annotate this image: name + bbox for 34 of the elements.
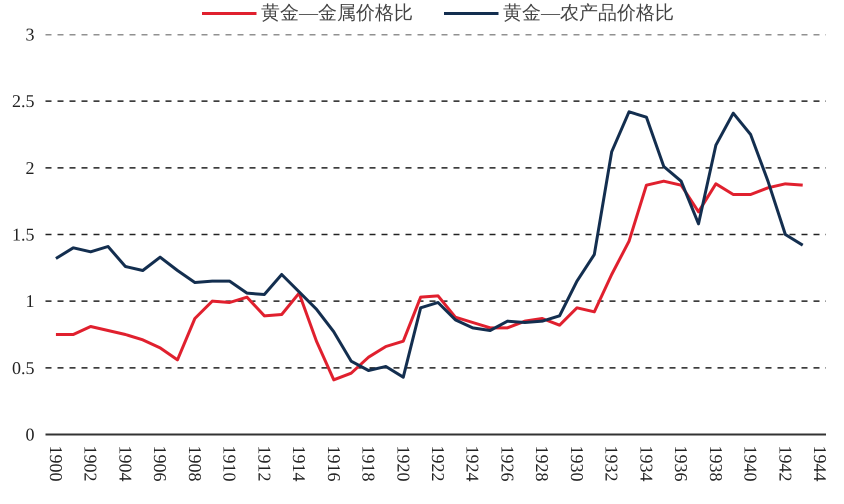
y-tick-label: 1.5 <box>12 224 34 244</box>
x-tick-label: 1910 <box>220 446 240 482</box>
x-tick-label: 1942 <box>775 446 796 482</box>
line-series <box>54 180 804 382</box>
x-tick-label: 1920 <box>393 446 414 482</box>
x-tick-label: 1900 <box>46 446 66 482</box>
x-tick-label: 1906 <box>150 446 170 482</box>
x-tick-label: 1914 <box>289 446 310 482</box>
x-tick-label: 1938 <box>706 446 726 482</box>
legend-label: 黄金—农产品价格比 <box>503 2 674 26</box>
x-tick-label: 1918 <box>358 446 379 482</box>
x-tick-label: 1924 <box>462 446 483 482</box>
legend-label: 黄金—金属价格比 <box>261 2 413 26</box>
x-tick-label: 1922 <box>428 446 448 482</box>
x-tick-label: 1932 <box>602 446 622 482</box>
y-tick-label: 0 <box>26 424 34 444</box>
x-tick-label: 1930 <box>566 446 587 482</box>
x-tick-label: 1944 <box>810 446 830 482</box>
x-tick-label: 1904 <box>115 446 136 482</box>
y-tick-label: 2 <box>26 158 34 178</box>
y-tick-label: 3 <box>26 24 34 44</box>
x-tick-label: 1916 <box>324 446 344 482</box>
y-tick-label: 2.5 <box>12 91 34 112</box>
x-tick-label: 1934 <box>636 446 656 482</box>
x-tick-label: 1902 <box>80 446 101 482</box>
x-tick-label: 1936 <box>671 446 692 482</box>
line-series <box>54 110 804 379</box>
y-tick-label: 1 <box>26 291 34 312</box>
x-tick-label: 1912 <box>254 446 274 482</box>
x-tick-label: 1928 <box>532 446 552 482</box>
y-tick-label: 0.5 <box>12 358 34 378</box>
x-tick-label: 1940 <box>740 446 761 482</box>
x-tick-label: 1908 <box>184 446 205 482</box>
x-tick-label: 1926 <box>497 446 518 482</box>
